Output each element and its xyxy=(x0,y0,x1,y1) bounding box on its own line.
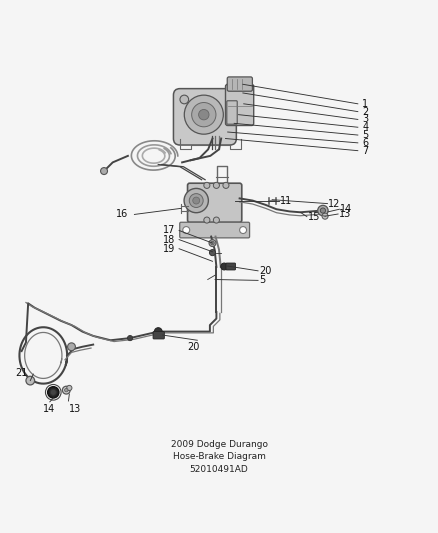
Circle shape xyxy=(204,182,210,188)
Circle shape xyxy=(67,385,72,391)
Circle shape xyxy=(127,335,133,341)
Text: 20: 20 xyxy=(259,266,271,276)
Text: 14: 14 xyxy=(43,403,55,414)
Text: 13: 13 xyxy=(68,403,81,414)
Circle shape xyxy=(318,205,328,216)
Circle shape xyxy=(64,389,68,392)
Text: 2: 2 xyxy=(362,107,368,117)
Text: 2009 Dodge Durango
Hose-Brake Diagram
52010491AD: 2009 Dodge Durango Hose-Brake Diagram 52… xyxy=(170,440,268,474)
Circle shape xyxy=(322,213,328,219)
Circle shape xyxy=(209,240,216,247)
Circle shape xyxy=(26,376,35,385)
Text: 11: 11 xyxy=(280,196,292,206)
Text: 19: 19 xyxy=(163,244,176,254)
Circle shape xyxy=(101,167,107,174)
Circle shape xyxy=(193,197,200,204)
Text: 14: 14 xyxy=(340,204,353,214)
FancyBboxPatch shape xyxy=(180,222,250,238)
Text: 12: 12 xyxy=(328,199,341,208)
Circle shape xyxy=(48,386,59,398)
FancyBboxPatch shape xyxy=(226,263,236,270)
Text: 13: 13 xyxy=(339,209,351,220)
Circle shape xyxy=(192,102,216,127)
Circle shape xyxy=(198,109,209,120)
Circle shape xyxy=(189,193,203,207)
Text: 18: 18 xyxy=(163,235,176,245)
FancyBboxPatch shape xyxy=(227,101,237,124)
FancyBboxPatch shape xyxy=(226,84,254,125)
FancyBboxPatch shape xyxy=(187,183,242,222)
Text: 3: 3 xyxy=(362,115,368,124)
Circle shape xyxy=(184,95,223,134)
Circle shape xyxy=(204,217,210,223)
Text: 17: 17 xyxy=(163,225,176,236)
Circle shape xyxy=(209,249,215,256)
Text: 16: 16 xyxy=(116,209,128,220)
Circle shape xyxy=(213,217,219,223)
Circle shape xyxy=(180,95,189,104)
Circle shape xyxy=(154,328,162,335)
Circle shape xyxy=(183,227,190,233)
Text: 5: 5 xyxy=(362,130,368,140)
Text: 5: 5 xyxy=(259,276,265,285)
FancyBboxPatch shape xyxy=(153,332,164,339)
Circle shape xyxy=(50,389,57,395)
Circle shape xyxy=(223,182,229,188)
Circle shape xyxy=(221,263,228,270)
Text: 4: 4 xyxy=(362,122,368,132)
Text: 20: 20 xyxy=(187,342,199,352)
FancyBboxPatch shape xyxy=(173,88,237,145)
Text: 7: 7 xyxy=(362,146,368,156)
Text: 6: 6 xyxy=(362,138,368,148)
Circle shape xyxy=(211,241,214,245)
FancyBboxPatch shape xyxy=(227,77,252,91)
Circle shape xyxy=(67,343,75,351)
Circle shape xyxy=(62,386,70,394)
Circle shape xyxy=(320,208,325,213)
Text: 1: 1 xyxy=(362,99,368,109)
Circle shape xyxy=(184,188,208,213)
Text: 21: 21 xyxy=(15,368,27,378)
Circle shape xyxy=(240,227,247,233)
Circle shape xyxy=(213,182,219,188)
Text: 15: 15 xyxy=(308,212,320,222)
